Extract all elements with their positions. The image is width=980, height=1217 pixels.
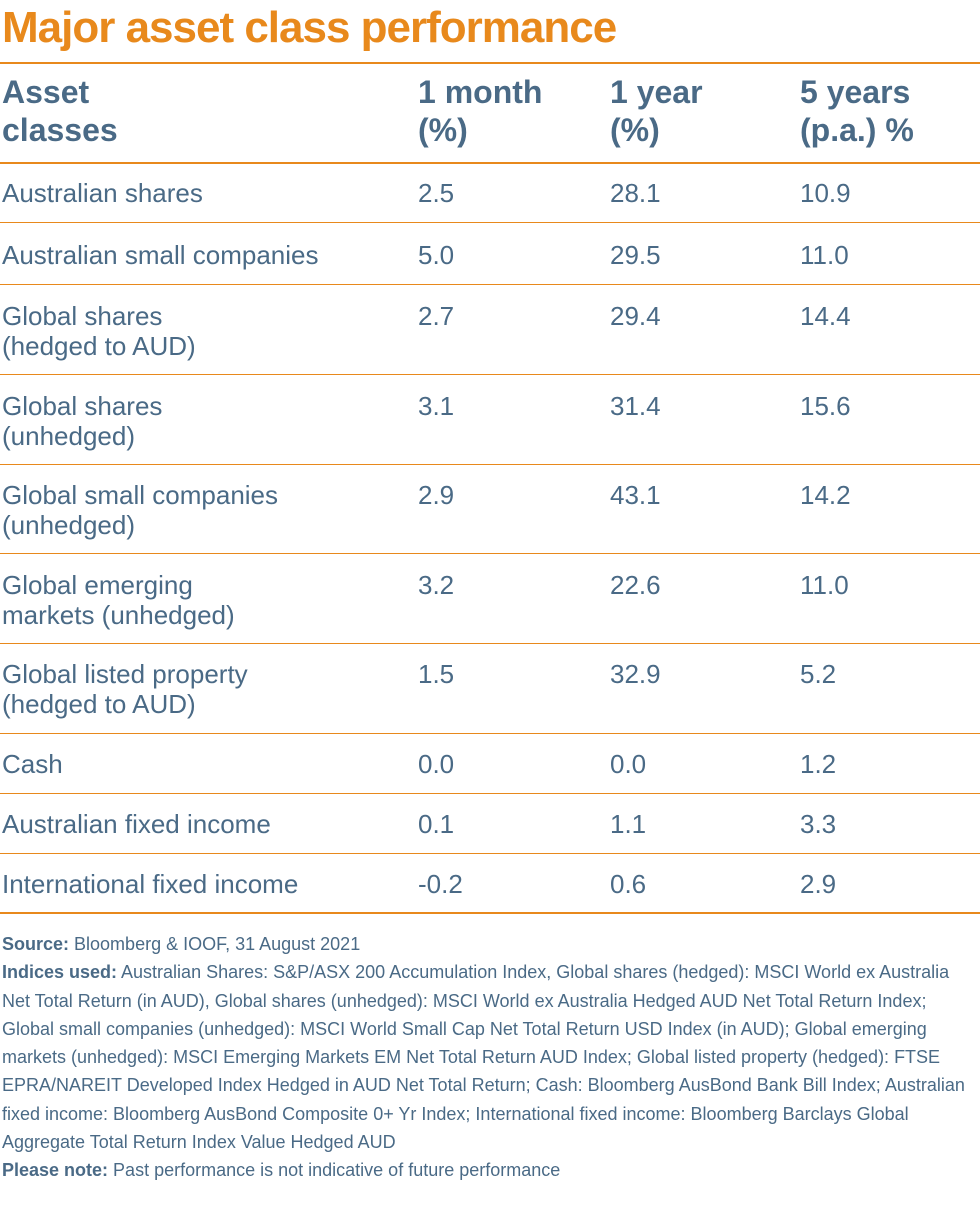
one-month-value: 3.2 [418, 570, 455, 600]
asset-name: Global emerging markets (unhedged) [2, 570, 235, 630]
five-year-value: 11.0 [800, 570, 849, 600]
source-label: Source: [2, 934, 70, 954]
row-divider [0, 643, 980, 644]
one-month-value: 2.9 [418, 480, 455, 510]
header-top-rule [0, 62, 980, 64]
asset-name: Global shares (hedged to AUD) [2, 301, 196, 361]
disclaimer-label: Please note: [2, 1160, 109, 1181]
five-year-value: 14.2 [800, 480, 851, 510]
one-month-value: 1.5 [418, 659, 455, 689]
disclaimer-note: Please note: Past performance is not ind… [2, 1156, 974, 1184]
row-divider [0, 793, 980, 794]
five-year-value: 11.0 [800, 240, 849, 270]
asset-name: Global shares (unhedged) [2, 391, 163, 451]
one-month-value: 5.0 [418, 240, 455, 270]
one-year-value: 29.5 [610, 240, 661, 270]
five-year-value: 1.2 [800, 749, 837, 779]
table-bottom-rule [0, 912, 980, 914]
asset-name: Global listed property (hedged to AUD) [2, 659, 248, 719]
five-year-value: 10.9 [800, 178, 851, 208]
one-month-value: 2.5 [418, 178, 455, 208]
asset-name: International fixed income [2, 869, 299, 899]
one-year-value: 29.4 [610, 301, 661, 331]
one-year-value: 31.4 [610, 391, 661, 421]
row-divider [0, 853, 980, 854]
row-divider [0, 284, 980, 285]
source-note: Source: Bloomberg & IOOF, 31 August 2021 [2, 930, 974, 958]
row-divider [0, 222, 980, 223]
one-month-value: 0.1 [418, 809, 455, 839]
five-year-value: 2.9 [800, 869, 837, 899]
asset-name: Australian fixed income [2, 809, 271, 839]
one-year-value: 0.6 [610, 869, 647, 899]
five-year-value: 15.6 [800, 391, 851, 421]
disclaimer-text: Past performance is not indicative of fu… [108, 1160, 561, 1181]
header-1-month: 1 month (%) [418, 74, 543, 148]
asset-name: Australian small companies [2, 240, 319, 270]
asset-name: Global small companies (unhedged) [2, 480, 279, 540]
row-divider [0, 733, 980, 734]
header-asset-classes: Asset classes [2, 74, 118, 148]
five-year-value: 5.2 [800, 659, 837, 689]
header-bottom-rule [0, 162, 980, 164]
one-year-value: 1.1 [610, 809, 647, 839]
five-year-value: 14.4 [800, 301, 851, 331]
indices-text: Australian Shares: S&P/ASX 200 Accumulat… [2, 962, 965, 1153]
indices-label: Indices used: [2, 962, 118, 983]
row-divider [0, 553, 980, 554]
one-month-value: 2.7 [418, 301, 455, 331]
one-year-value: 28.1 [610, 178, 661, 208]
five-year-value: 3.3 [800, 809, 837, 839]
page-title: Major asset class performance [2, 3, 617, 52]
header-1-year: 1 year (%) [610, 74, 703, 148]
one-year-value: 43.1 [610, 480, 661, 510]
one-year-value: 32.9 [610, 659, 661, 689]
row-divider [0, 374, 980, 375]
asset-name: Australian shares [2, 178, 203, 208]
header-5-years: 5 years (p.a.) % [800, 74, 914, 148]
one-year-value: 0.0 [610, 749, 647, 779]
one-month-value: 0.0 [418, 749, 455, 779]
row-divider [0, 464, 980, 465]
one-year-value: 22.6 [610, 570, 661, 600]
one-month-value: 3.1 [418, 391, 455, 421]
footnotes: Source: Bloomberg & IOOF, 31 August 2021… [2, 930, 974, 1185]
indices-note: Indices used: Australian Shares: S&P/ASX… [2, 958, 974, 1156]
one-month-value: -0.2 [418, 869, 463, 899]
asset-name: Cash [2, 749, 63, 779]
source-text: Bloomberg & IOOF, 31 August 2021 [69, 934, 361, 954]
